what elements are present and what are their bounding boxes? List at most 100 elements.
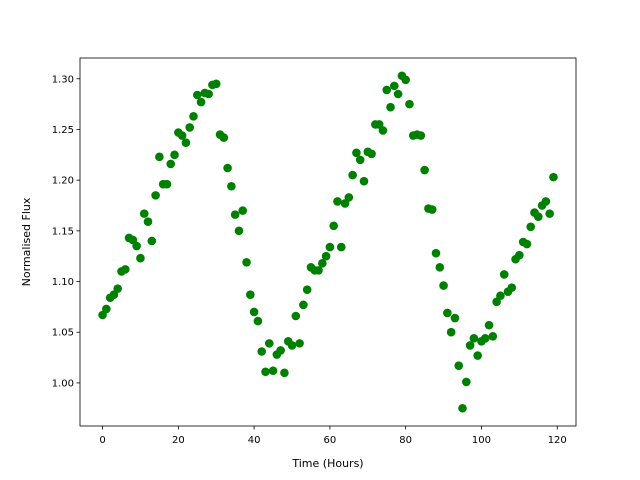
point: [420, 165, 429, 175]
point: [291, 311, 301, 321]
y-tick-label: 1.20: [52, 176, 74, 187]
point: [378, 126, 388, 135]
point: [386, 102, 395, 112]
x-tick-label: 100: [472, 435, 491, 446]
point: [211, 79, 221, 89]
x-tick-label: 0: [99, 435, 105, 446]
x-tick-label: 20: [172, 435, 185, 446]
point: [325, 242, 335, 252]
point: [155, 152, 164, 162]
point: [261, 367, 270, 377]
point: [469, 334, 479, 343]
point: [185, 123, 194, 132]
point: [458, 403, 467, 413]
point: [295, 339, 304, 348]
point: [246, 290, 255, 300]
point: [219, 133, 229, 142]
point: [276, 346, 285, 355]
point: [223, 163, 232, 173]
point: [204, 89, 213, 99]
point: [299, 300, 308, 310]
point: [465, 341, 475, 350]
point: [234, 226, 244, 236]
point: [390, 81, 399, 91]
y-axis-label: Normalised Flux: [20, 197, 33, 286]
point: [333, 197, 342, 206]
point: [253, 316, 263, 326]
point: [227, 181, 236, 191]
point: [435, 263, 445, 272]
point: [314, 266, 323, 275]
point: [181, 138, 191, 147]
point: [280, 368, 289, 378]
point: [496, 291, 505, 301]
x-tick-label: 60: [324, 435, 337, 446]
point: [549, 172, 558, 182]
plot-frame: [79, 57, 577, 427]
point: [192, 90, 202, 100]
point: [507, 283, 517, 292]
point: [450, 313, 460, 323]
point: [393, 89, 403, 99]
y-tick-label: 1.00: [52, 378, 74, 389]
x-tick-label: 40: [248, 435, 261, 446]
point: [162, 179, 172, 189]
point: [143, 217, 153, 227]
point: [446, 327, 456, 337]
point: [545, 209, 554, 218]
point: [249, 307, 259, 317]
point: [484, 320, 494, 330]
x-tick-label: 80: [399, 435, 412, 446]
point: [151, 191, 160, 200]
point: [132, 241, 141, 251]
point: [367, 149, 376, 159]
point: [533, 212, 543, 221]
point: [318, 258, 327, 268]
point: [189, 111, 198, 121]
point: [416, 131, 426, 140]
x-axis-label: Time (Hours): [291, 457, 363, 470]
point: [257, 347, 266, 356]
point: [177, 131, 187, 140]
point: [321, 251, 331, 261]
y-tick-label: 1.30: [52, 74, 74, 85]
point: [443, 308, 452, 318]
point: [515, 250, 524, 260]
point: [170, 150, 179, 160]
point: [522, 239, 532, 249]
point: [102, 304, 111, 314]
point: [382, 85, 392, 95]
point: [431, 248, 441, 258]
point: [401, 75, 410, 85]
point: [480, 334, 490, 343]
point: [454, 361, 464, 370]
point: [120, 265, 130, 274]
point: [344, 193, 354, 202]
point: [355, 155, 365, 165]
point: [242, 257, 251, 267]
point: [427, 205, 437, 214]
point: [329, 221, 338, 231]
y-tick-label: 1.15: [52, 226, 74, 237]
point: [473, 351, 482, 360]
x-tick-label: 120: [548, 435, 567, 446]
point: [287, 341, 297, 350]
y-tick-label: 1.10: [52, 277, 74, 288]
point: [230, 210, 240, 219]
point: [541, 197, 551, 206]
point: [499, 270, 509, 279]
y-tick-label: 1.25: [52, 125, 74, 136]
point: [359, 176, 369, 186]
point: [147, 236, 157, 246]
point: [302, 285, 312, 294]
point: [113, 284, 123, 293]
point: [166, 159, 176, 169]
point: [136, 253, 145, 263]
point: [462, 377, 471, 387]
point: [139, 209, 149, 218]
point: [526, 222, 536, 232]
point: [352, 148, 361, 158]
point: [488, 331, 498, 341]
